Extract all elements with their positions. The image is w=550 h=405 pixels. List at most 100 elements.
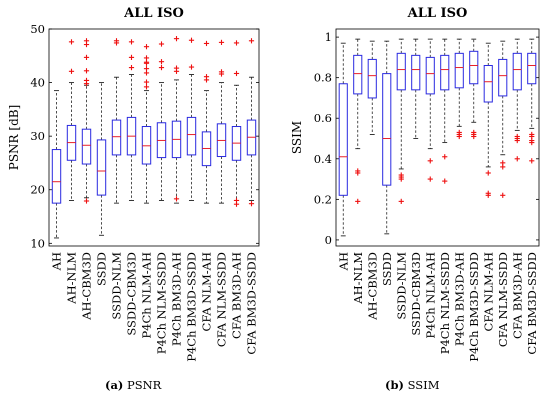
box-ssdd-nlm: [396, 38, 406, 204]
iqr-box: [411, 54, 421, 91]
x-tick-label: P4Ch NLM-SSDD: [155, 252, 169, 354]
x-tick-label: SSDD: [95, 252, 109, 286]
box-ah-nlm: [66, 39, 77, 201]
iqr-box: [483, 65, 493, 103]
x-tick-label: P4Ch BM3D-SSDD: [185, 252, 199, 362]
chart-title: ALL ISO: [123, 6, 184, 21]
x-tick-label: P4Ch BM3D-SSDD: [467, 252, 481, 362]
box-cfa-bm3d-ssdd: [246, 38, 257, 207]
x-tick-label: CFA NLM-AH: [481, 252, 495, 331]
iqr-box: [498, 58, 508, 97]
x-tick-label: SSDD-NLM: [394, 252, 408, 320]
iqr-box: [186, 116, 197, 156]
x-tick-label: CFA BM3D-SSDD: [525, 252, 539, 355]
caption-psnr-text: PSNR: [127, 378, 162, 392]
x-tick-label: CFA BM3D-AH: [230, 252, 244, 339]
x-tick-label: P4Ch NLM-AH: [140, 252, 154, 339]
box-cfa-bm3d-ssdd: [527, 38, 537, 164]
box-p4ch-bm3d-ssdd: [186, 37, 197, 201]
x-tick-label: P4Ch BM3D-AH: [170, 252, 184, 346]
y-tick-label: 0.2: [314, 192, 332, 206]
box-ssdd-nlm: [111, 38, 122, 204]
iqr-box: [382, 73, 392, 186]
box-ah-nlm: [353, 38, 363, 204]
box-p4ch-bm3d-ssdd: [469, 38, 479, 140]
box-ah-cbm3d: [81, 38, 92, 204]
x-tick-label: CFA BM3D-AH: [510, 252, 524, 339]
box-cfa-nlm-ah: [483, 42, 493, 198]
y-tick-label: 30: [30, 129, 45, 143]
ssim-boxplot-chart: ALL ISO SSIM 0 0.2 0.4 0.6 0.8 1 AH AH-NLM AH-CBM3…: [290, 6, 540, 362]
y-axis-label: PSNR [dB]: [7, 105, 21, 171]
box-p4ch-nlm-ah: [141, 44, 152, 204]
x-tick-label: AH-CBM3D: [80, 252, 94, 321]
box-p4ch-nlm-ssdd: [440, 38, 450, 184]
y-tick-label: 0.6: [314, 111, 332, 125]
psnr-boxplot-chart: ALL ISO PSNR [dB] 10 20 30 40 50 AH AH-NLM AH-CBM…: [7, 6, 260, 362]
box-cfa-bm3d-ah: [231, 40, 242, 207]
box-cfa-bm3d-ah: [512, 38, 522, 162]
y-tick-label: 50: [30, 22, 45, 36]
box-ah: [338, 42, 348, 237]
box-p4ch-bm3d-ah: [171, 36, 182, 204]
chart-title: ALL ISO: [407, 6, 468, 21]
iqr-box: [111, 119, 122, 156]
x-tick-label: CFA NLM-SSDD: [215, 252, 229, 347]
iqr-box: [440, 54, 450, 91]
x-tick-label: SSDD: [380, 252, 394, 286]
box-p4ch-bm3d-ah: [454, 38, 464, 140]
iqr-box: [469, 50, 479, 85]
iqr-box: [353, 54, 363, 95]
plot-frame: [48, 28, 260, 247]
y-axis-label: SSIM: [290, 121, 304, 154]
x-tick-label: P4Ch BM3D-AH: [452, 252, 466, 346]
iqr-box: [141, 126, 152, 165]
box-ssdd-cbm3d: [411, 38, 421, 139]
iqr-box: [425, 56, 435, 95]
caption-ssim-text: SSIM: [407, 378, 440, 392]
x-tick-label: AH: [336, 252, 350, 271]
box-p4ch-nlm-ah: [425, 38, 435, 182]
x-tick-label: CFA BM3D-SSDD: [245, 252, 259, 355]
box-cfa-nlm-ssdd: [498, 40, 508, 198]
box-ssdd-cbm3d: [126, 39, 137, 201]
y-tick-label: 0.4: [314, 152, 332, 166]
x-tick-label: AH: [50, 252, 64, 271]
iqr-box: [51, 149, 62, 204]
x-tick-label: SSDD-CBM3D: [125, 252, 139, 336]
iqr-box: [81, 128, 92, 165]
x-tick-label: CFA NLM-AH: [200, 252, 214, 331]
plot-frame: [335, 28, 540, 247]
iqr-box: [396, 52, 406, 91]
box-ssdd: [382, 40, 392, 235]
x-tick-label: AH-CBM3D: [365, 252, 379, 321]
x-tick-label: SSDD-CBM3D: [409, 252, 423, 336]
caption-ssim-letter: (b): [385, 378, 404, 392]
y-tick-label: 20: [30, 183, 45, 197]
iqr-box: [338, 83, 348, 196]
caption-psnr: (a) PSNR: [105, 378, 161, 392]
y-tick-label: 40: [30, 76, 45, 90]
iqr-box: [96, 139, 107, 196]
y-tick-label: 0.8: [314, 71, 332, 85]
box-cfa-nlm-ssdd: [216, 39, 227, 204]
box-ah-cbm3d: [367, 40, 377, 135]
y-tick-label: 0: [325, 233, 332, 247]
box-ah: [51, 90, 62, 239]
y-tick-label: 10: [30, 236, 45, 250]
box-cfa-nlm-ah: [201, 40, 212, 204]
y-tick-label: 1: [325, 30, 332, 44]
x-tick-label: AH-NLM: [65, 252, 79, 305]
x-tick-label: P4Ch NLM-AH: [423, 252, 437, 339]
box-p4ch-nlm-ssdd: [156, 41, 167, 201]
iqr-box: [367, 58, 377, 99]
iqr-box: [454, 52, 464, 89]
iqr-box: [512, 52, 522, 91]
caption-psnr-letter: (a): [105, 378, 124, 392]
x-tick-label: P4Ch NLM-SSDD: [438, 252, 452, 354]
x-tick-label: AH-NLM: [351, 252, 365, 305]
iqr-box: [527, 52, 537, 85]
caption-ssim: (b) SSIM: [385, 378, 439, 392]
x-tick-label: CFA NLM-SSDD: [496, 252, 510, 347]
